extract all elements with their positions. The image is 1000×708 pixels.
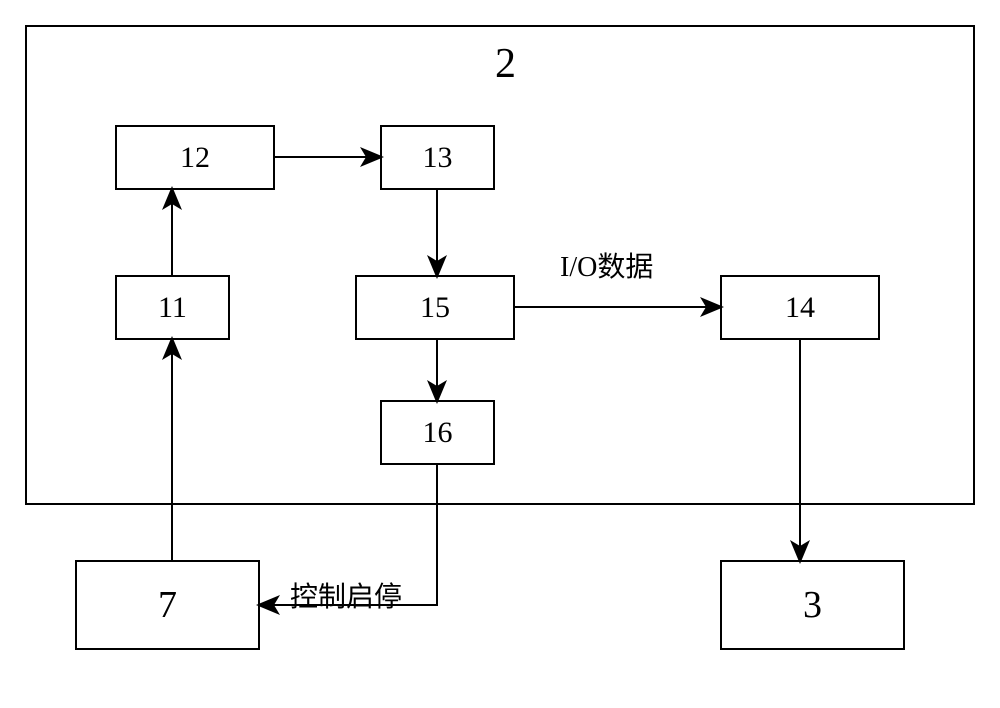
node-15-label: 15 [420, 291, 450, 325]
node-15: 15 [355, 275, 515, 340]
node-14-label: 14 [785, 291, 815, 325]
node-16-label: 16 [423, 416, 453, 450]
node-7-label: 7 [158, 583, 177, 627]
node-12-label: 12 [180, 141, 210, 175]
node-13: 13 [380, 125, 495, 190]
edge-label-control: 控制启停 [290, 575, 402, 615]
container-label-2: 2 [495, 40, 516, 88]
diagram-root: 2 12 13 11 15 14 16 7 3 I/O数据 控制启停 [0, 0, 1000, 708]
node-14: 14 [720, 275, 880, 340]
node-16: 16 [380, 400, 495, 465]
node-7: 7 [75, 560, 260, 650]
node-11-label: 11 [158, 291, 187, 325]
container-box-2 [25, 25, 975, 505]
node-13-label: 13 [423, 141, 453, 175]
node-12: 12 [115, 125, 275, 190]
node-3-label: 3 [803, 583, 822, 627]
node-11: 11 [115, 275, 230, 340]
edge-label-io-data: I/O数据 [560, 245, 653, 285]
node-3: 3 [720, 560, 905, 650]
